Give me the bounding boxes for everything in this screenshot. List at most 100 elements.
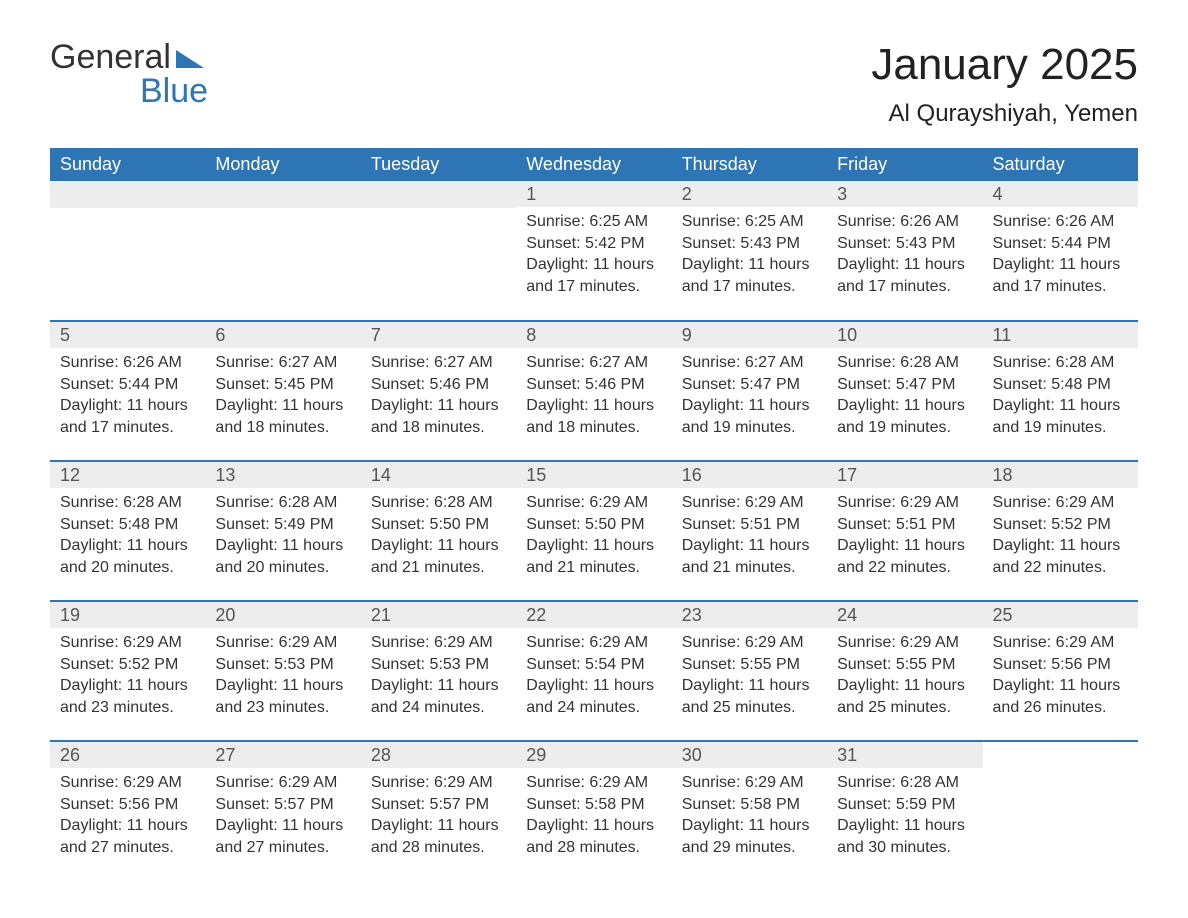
daylight-line: Daylight: 11 hours and 18 minutes.	[371, 395, 506, 438]
daylight-line: Daylight: 11 hours and 27 minutes.	[60, 815, 195, 858]
day-detail: Sunrise: 6:28 AMSunset: 5:50 PMDaylight:…	[361, 488, 516, 584]
daylight-line: Daylight: 11 hours and 17 minutes.	[682, 254, 817, 297]
sunset-line: Sunset: 5:42 PM	[526, 233, 661, 255]
calendar-day-cell: 5Sunrise: 6:26 AMSunset: 5:44 PMDaylight…	[50, 321, 205, 461]
day-number: 31	[827, 742, 982, 768]
day-detail: Sunrise: 6:29 AMSunset: 5:51 PMDaylight:…	[672, 488, 827, 584]
daylight-line: Daylight: 11 hours and 21 minutes.	[682, 535, 817, 578]
daylight-line: Daylight: 11 hours and 24 minutes.	[371, 675, 506, 718]
calendar-day-cell: 27Sunrise: 6:29 AMSunset: 5:57 PMDayligh…	[205, 741, 360, 881]
daylight-line: Daylight: 11 hours and 19 minutes.	[682, 395, 817, 438]
daylight-line: Daylight: 11 hours and 25 minutes.	[837, 675, 972, 718]
calendar-day-cell: 4Sunrise: 6:26 AMSunset: 5:44 PMDaylight…	[983, 181, 1138, 321]
calendar-day-cell: 21Sunrise: 6:29 AMSunset: 5:53 PMDayligh…	[361, 601, 516, 741]
day-detail: Sunrise: 6:29 AMSunset: 5:55 PMDaylight:…	[827, 628, 982, 724]
sunrise-line: Sunrise: 6:27 AM	[526, 352, 661, 374]
brand-name-2: Blue	[140, 72, 208, 110]
sunrise-line: Sunrise: 6:29 AM	[371, 632, 506, 654]
sunset-line: Sunset: 5:48 PM	[60, 514, 195, 536]
day-number: 21	[361, 602, 516, 628]
daylight-line: Daylight: 11 hours and 20 minutes.	[215, 535, 350, 578]
day-number: 11	[983, 322, 1138, 348]
sunrise-line: Sunrise: 6:28 AM	[993, 352, 1128, 374]
sunset-line: Sunset: 5:58 PM	[682, 794, 817, 816]
day-number: 24	[827, 602, 982, 628]
day-detail: Sunrise: 6:27 AMSunset: 5:46 PMDaylight:…	[516, 348, 671, 444]
sunset-line: Sunset: 5:47 PM	[682, 374, 817, 396]
calendar-week-row: 26Sunrise: 6:29 AMSunset: 5:56 PMDayligh…	[50, 741, 1138, 881]
sunset-line: Sunset: 5:56 PM	[993, 654, 1128, 676]
sunset-line: Sunset: 5:56 PM	[60, 794, 195, 816]
day-number: 12	[50, 462, 205, 488]
calendar-day-cell: 1Sunrise: 6:25 AMSunset: 5:42 PMDaylight…	[516, 181, 671, 321]
sunrise-line: Sunrise: 6:29 AM	[837, 492, 972, 514]
day-detail: Sunrise: 6:27 AMSunset: 5:47 PMDaylight:…	[672, 348, 827, 444]
brand-wordmark: General Blue	[50, 40, 208, 108]
calendar-day-cell: 26Sunrise: 6:29 AMSunset: 5:56 PMDayligh…	[50, 741, 205, 881]
day-detail: Sunrise: 6:28 AMSunset: 5:59 PMDaylight:…	[827, 768, 982, 864]
empty-daynum-bar	[50, 181, 205, 208]
calendar-day-cell: 10Sunrise: 6:28 AMSunset: 5:47 PMDayligh…	[827, 321, 982, 461]
sunrise-line: Sunrise: 6:27 AM	[371, 352, 506, 374]
day-detail: Sunrise: 6:25 AMSunset: 5:43 PMDaylight:…	[672, 207, 827, 303]
sunrise-line: Sunrise: 6:27 AM	[682, 352, 817, 374]
sunrise-line: Sunrise: 6:27 AM	[215, 352, 350, 374]
calendar-day-cell: 31Sunrise: 6:28 AMSunset: 5:59 PMDayligh…	[827, 741, 982, 881]
sunset-line: Sunset: 5:47 PM	[837, 374, 972, 396]
calendar-week-row: 19Sunrise: 6:29 AMSunset: 5:52 PMDayligh…	[50, 601, 1138, 741]
calendar-day-cell: 7Sunrise: 6:27 AMSunset: 5:46 PMDaylight…	[361, 321, 516, 461]
daylight-line: Daylight: 11 hours and 21 minutes.	[371, 535, 506, 578]
sunrise-line: Sunrise: 6:29 AM	[682, 492, 817, 514]
sunrise-line: Sunrise: 6:29 AM	[993, 632, 1128, 654]
daylight-line: Daylight: 11 hours and 17 minutes.	[837, 254, 972, 297]
day-detail: Sunrise: 6:29 AMSunset: 5:57 PMDaylight:…	[361, 768, 516, 864]
sunrise-line: Sunrise: 6:28 AM	[371, 492, 506, 514]
sunrise-line: Sunrise: 6:29 AM	[215, 632, 350, 654]
calendar-day-cell: 13Sunrise: 6:28 AMSunset: 5:49 PMDayligh…	[205, 461, 360, 601]
weekday-header: Sunday	[50, 148, 205, 181]
calendar-empty-cell	[361, 181, 516, 321]
brand-name-1: General	[50, 38, 171, 76]
sunrise-line: Sunrise: 6:25 AM	[682, 211, 817, 233]
day-detail: Sunrise: 6:26 AMSunset: 5:44 PMDaylight:…	[983, 207, 1138, 303]
calendar-day-cell: 15Sunrise: 6:29 AMSunset: 5:50 PMDayligh…	[516, 461, 671, 601]
brand-logo: General Blue	[50, 40, 208, 108]
day-number: 7	[361, 322, 516, 348]
sunset-line: Sunset: 5:44 PM	[60, 374, 195, 396]
day-number: 19	[50, 602, 205, 628]
day-number: 22	[516, 602, 671, 628]
daylight-line: Daylight: 11 hours and 20 minutes.	[60, 535, 195, 578]
calendar-day-cell: 2Sunrise: 6:25 AMSunset: 5:43 PMDaylight…	[672, 181, 827, 321]
calendar-empty-cell	[983, 741, 1138, 881]
calendar-day-cell: 19Sunrise: 6:29 AMSunset: 5:52 PMDayligh…	[50, 601, 205, 741]
calendar-day-cell: 24Sunrise: 6:29 AMSunset: 5:55 PMDayligh…	[827, 601, 982, 741]
day-number: 26	[50, 742, 205, 768]
sunrise-line: Sunrise: 6:26 AM	[993, 211, 1128, 233]
sunrise-line: Sunrise: 6:29 AM	[526, 772, 661, 794]
day-detail: Sunrise: 6:29 AMSunset: 5:56 PMDaylight:…	[50, 768, 205, 864]
daylight-line: Daylight: 11 hours and 24 minutes.	[526, 675, 661, 718]
day-detail: Sunrise: 6:29 AMSunset: 5:51 PMDaylight:…	[827, 488, 982, 584]
sunset-line: Sunset: 5:57 PM	[371, 794, 506, 816]
daylight-line: Daylight: 11 hours and 19 minutes.	[993, 395, 1128, 438]
day-detail: Sunrise: 6:29 AMSunset: 5:55 PMDaylight:…	[672, 628, 827, 724]
calendar-empty-cell	[205, 181, 360, 321]
daylight-line: Daylight: 11 hours and 26 minutes.	[993, 675, 1128, 718]
sunrise-line: Sunrise: 6:26 AM	[60, 352, 195, 374]
day-number: 8	[516, 322, 671, 348]
calendar-day-cell: 12Sunrise: 6:28 AMSunset: 5:48 PMDayligh…	[50, 461, 205, 601]
day-detail: Sunrise: 6:28 AMSunset: 5:48 PMDaylight:…	[50, 488, 205, 584]
calendar-day-cell: 20Sunrise: 6:29 AMSunset: 5:53 PMDayligh…	[205, 601, 360, 741]
calendar-week-row: 5Sunrise: 6:26 AMSunset: 5:44 PMDaylight…	[50, 321, 1138, 461]
sunset-line: Sunset: 5:52 PM	[993, 514, 1128, 536]
sunset-line: Sunset: 5:51 PM	[837, 514, 972, 536]
calendar-day-cell: 23Sunrise: 6:29 AMSunset: 5:55 PMDayligh…	[672, 601, 827, 741]
sunrise-line: Sunrise: 6:29 AM	[993, 492, 1128, 514]
day-number: 29	[516, 742, 671, 768]
weekday-header: Monday	[205, 148, 360, 181]
day-detail: Sunrise: 6:28 AMSunset: 5:47 PMDaylight:…	[827, 348, 982, 444]
daylight-line: Daylight: 11 hours and 29 minutes.	[682, 815, 817, 858]
calendar-day-cell: 8Sunrise: 6:27 AMSunset: 5:46 PMDaylight…	[516, 321, 671, 461]
daylight-line: Daylight: 11 hours and 17 minutes.	[993, 254, 1128, 297]
daylight-line: Daylight: 11 hours and 17 minutes.	[526, 254, 661, 297]
